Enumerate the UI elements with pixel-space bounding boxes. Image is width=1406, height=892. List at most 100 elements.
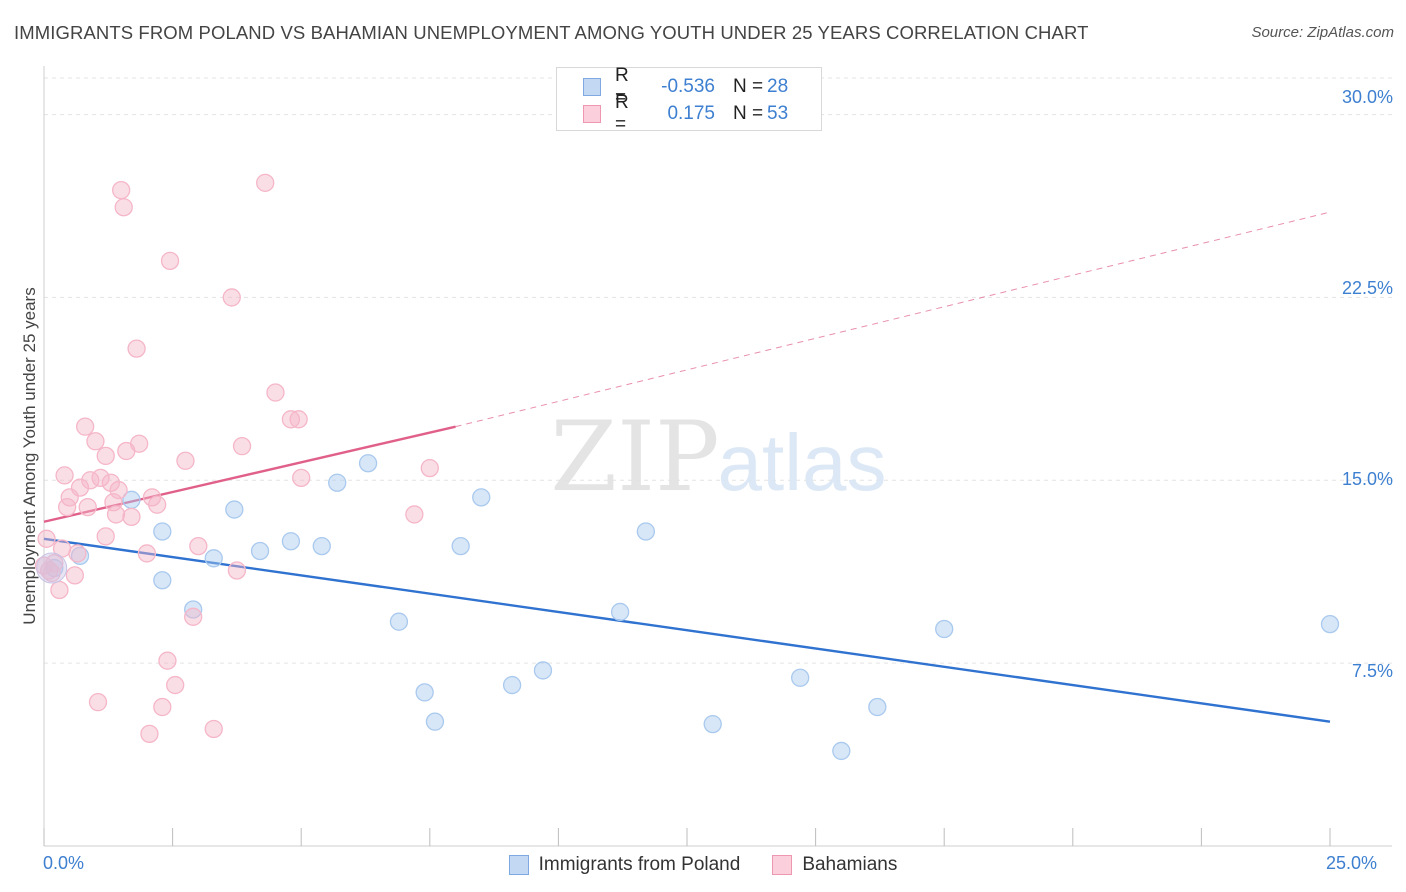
point-poland: [472, 488, 491, 507]
stats-legend: R = -0.536 N = 28 R = 0.175 N = 53: [556, 65, 822, 135]
y-axis-label: Unemployment Among Youth under 25 years: [20, 287, 39, 625]
point-bahamians: [50, 580, 69, 600]
point-poland: [610, 602, 630, 622]
point-bahamians: [281, 410, 301, 429]
legend-r-label: R =: [615, 65, 629, 108]
point-bahamians: [101, 473, 121, 492]
point-bahamians: [160, 251, 180, 271]
point-poland: [312, 536, 331, 556]
point-poland: [328, 473, 347, 492]
point-bahamians: [189, 536, 208, 556]
point-bahamians: [88, 693, 108, 712]
point-bahamians: [96, 446, 115, 466]
point-bahamians: [55, 466, 74, 485]
point-bahamians: [70, 478, 90, 497]
point-bahamians: [232, 437, 252, 456]
watermark: ZIP atlas: [550, 401, 886, 513]
legend-swatch-poland: [583, 78, 601, 96]
point-poland: [451, 536, 470, 556]
trend-line-poland: [43, 537, 1331, 723]
point-poland: [703, 714, 722, 734]
point-poland: [868, 697, 887, 717]
point-bahamians: [37, 529, 56, 548]
point-bahamians: [34, 556, 54, 575]
point-bahamians: [148, 495, 167, 514]
legend-item-bahamians[interactable]: Bahamians: [772, 854, 897, 876]
point-poland: [204, 549, 223, 568]
legend-r-label: R =: [615, 92, 629, 135]
y-tick-7-5: 7.5%: [1351, 661, 1393, 681]
legend-row-bahamians: R = 0.175 N = 53: [583, 92, 789, 135]
point-bahamians: [140, 724, 159, 743]
point-bahamians: [65, 566, 85, 585]
point-bahamians: [76, 417, 95, 436]
point-bahamians: [420, 458, 439, 478]
point-bahamians: [109, 480, 128, 500]
chart-source: Source: ZipAtlas.com: [1251, 24, 1394, 41]
point-poland: [832, 741, 851, 761]
axes: [43, 66, 1392, 847]
grid-lines: [44, 77, 1392, 664]
point-bahamians: [227, 561, 247, 580]
point-poland: [791, 668, 810, 687]
point-poland: [502, 675, 522, 695]
chart-title: IMMIGRANTS FROM POLAND VS BAHAMIAN UNEMP…: [14, 22, 1089, 43]
series-legend: Immigrants from Poland Bahamians: [0, 852, 1406, 878]
trend-lines: [43, 211, 1331, 723]
legend-item-poland[interactable]: Immigrants from Poland: [508, 854, 741, 876]
point-bahamians: [127, 339, 146, 358]
y-tick-22-5: 22.5%: [1341, 278, 1393, 298]
legend-r-value: -0.536: [661, 76, 715, 97]
point-bahamians: [78, 497, 97, 517]
point-poland: [358, 454, 378, 473]
point-poland: [281, 532, 301, 551]
point-bahamians: [91, 468, 110, 487]
legend-n-value: 53: [767, 103, 789, 124]
point-cluster: [36, 552, 68, 584]
legend-n-label: N =: [733, 76, 764, 97]
point-bahamians: [130, 434, 149, 453]
point-bahamians: [112, 181, 131, 200]
point-bahamians: [153, 697, 172, 717]
point-bahamians: [122, 507, 141, 527]
point-poland: [250, 541, 270, 561]
point-bahamians: [166, 675, 185, 695]
legend-n-label: N =: [733, 103, 764, 124]
point-poland: [70, 546, 90, 566]
point-poland: [425, 712, 445, 731]
point-bahamians: [222, 288, 241, 307]
point-poland: [225, 500, 244, 519]
point-poland: [1320, 614, 1340, 634]
point-bahamians: [292, 468, 311, 487]
x-tick-max: 25.0%: [1326, 853, 1378, 873]
legend-row-poland: R = -0.536 N = 28: [583, 65, 788, 108]
point-bahamians: [68, 544, 87, 563]
trend-line-bahamians: [43, 425, 456, 523]
point-poland: [153, 571, 172, 590]
legend-r-value: 0.175: [667, 103, 715, 124]
point-bahamians: [204, 719, 223, 739]
point-bahamians: [137, 544, 157, 563]
point-poland: [389, 612, 409, 631]
point-poland: [935, 619, 954, 639]
point-bahamians: [42, 563, 61, 583]
data-points: [34, 173, 1340, 761]
trend-line-extension-bahamians: [455, 211, 1331, 428]
point-poland: [153, 522, 172, 541]
point-poland: [533, 661, 553, 680]
point-bahamians: [289, 410, 308, 429]
y-tick-30: 30.0%: [1341, 87, 1393, 107]
legend-label-bahamians: Bahamians: [802, 854, 898, 875]
legend-swatch-bahamians: [583, 105, 601, 123]
point-bahamians: [266, 383, 285, 402]
watermark-atlas: atlas: [718, 418, 887, 507]
point-poland: [415, 683, 434, 702]
legend-label-poland: Immigrants from Poland: [538, 854, 741, 875]
point-bahamians: [405, 505, 424, 524]
y-tick-15: 15.0%: [1341, 469, 1393, 489]
point-bahamians: [256, 173, 275, 192]
point-bahamians: [106, 505, 126, 524]
point-poland: [636, 522, 655, 541]
point-bahamians: [114, 198, 133, 217]
